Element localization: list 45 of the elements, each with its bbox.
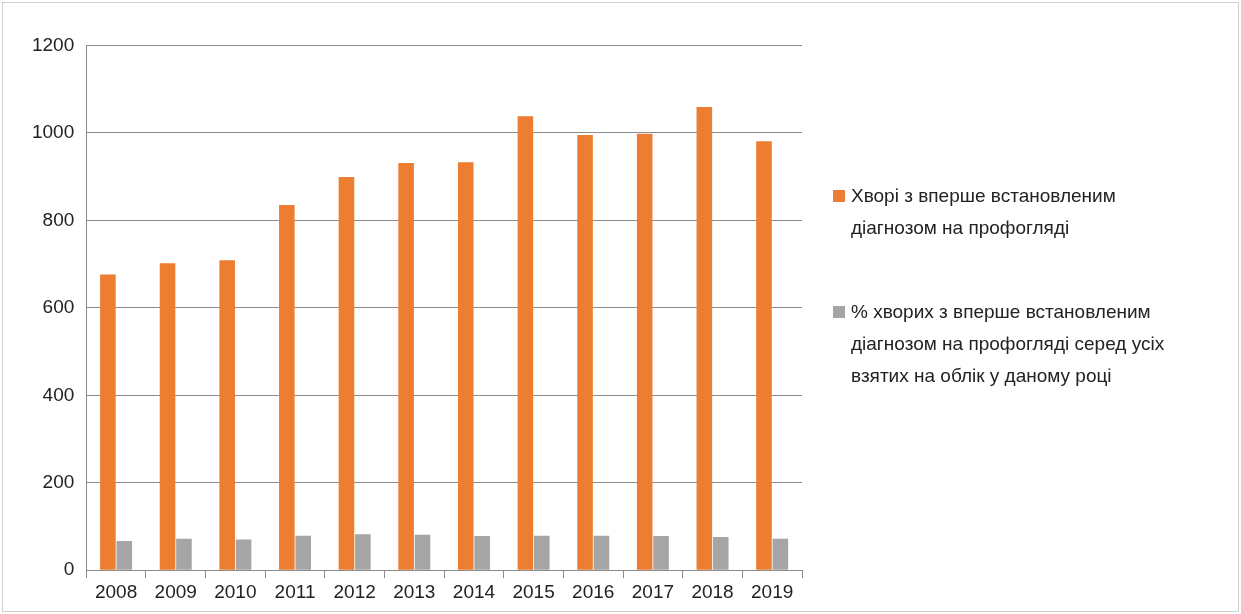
y-tick-label: 1000 <box>31 121 75 143</box>
y-tick-label: 0 <box>63 558 75 580</box>
bar <box>712 536 729 570</box>
bar <box>696 107 713 570</box>
x-tick-label: 2019 <box>751 580 794 602</box>
bar <box>176 538 192 570</box>
x-tick-label: 2014 <box>452 580 496 602</box>
y-tick-label: 600 <box>42 296 75 318</box>
y-tick-label: 200 <box>42 470 75 492</box>
bar <box>517 116 534 570</box>
bar <box>235 539 252 570</box>
legend-label: Хворі з вперше встановленим діагнозом на профогляді <box>851 184 1117 240</box>
y-tick-label: 800 <box>42 208 75 230</box>
bar <box>338 177 355 570</box>
x-tick-label: 2013 <box>393 580 436 602</box>
bar <box>636 133 653 570</box>
bar <box>534 535 550 570</box>
bar <box>593 535 610 570</box>
legend-label: % хворих з вперше встановленим діагнозом на профогляді серед усіх взятих на облік у даному році <box>851 300 1166 388</box>
bar <box>159 263 176 570</box>
bar <box>295 535 312 570</box>
y-tick-label: 1200 <box>31 33 75 55</box>
x-tick-label: 2012 <box>333 580 376 602</box>
bar <box>116 540 133 570</box>
bar <box>474 536 490 570</box>
bar <box>457 162 474 570</box>
x-tick-label: 2015 <box>512 580 555 602</box>
x-tick-label: 2008 <box>94 580 138 602</box>
bar <box>414 534 431 570</box>
bar <box>279 205 295 570</box>
y-tick-label: 400 <box>42 383 75 405</box>
x-tick-label: 2010 <box>214 580 257 602</box>
bar <box>756 141 772 570</box>
bar <box>398 163 414 570</box>
bar <box>772 538 789 570</box>
x-tick-label: 2009 <box>154 580 197 602</box>
x-tick-label: 2018 <box>691 580 734 602</box>
x-tick-label: 2016 <box>572 580 615 602</box>
bar <box>577 135 593 570</box>
bar <box>653 536 669 570</box>
x-tick-label: 2017 <box>631 580 675 602</box>
bar <box>100 274 116 570</box>
bar <box>219 260 235 570</box>
bar <box>355 534 371 570</box>
x-tick-label: 2011 <box>274 580 316 602</box>
